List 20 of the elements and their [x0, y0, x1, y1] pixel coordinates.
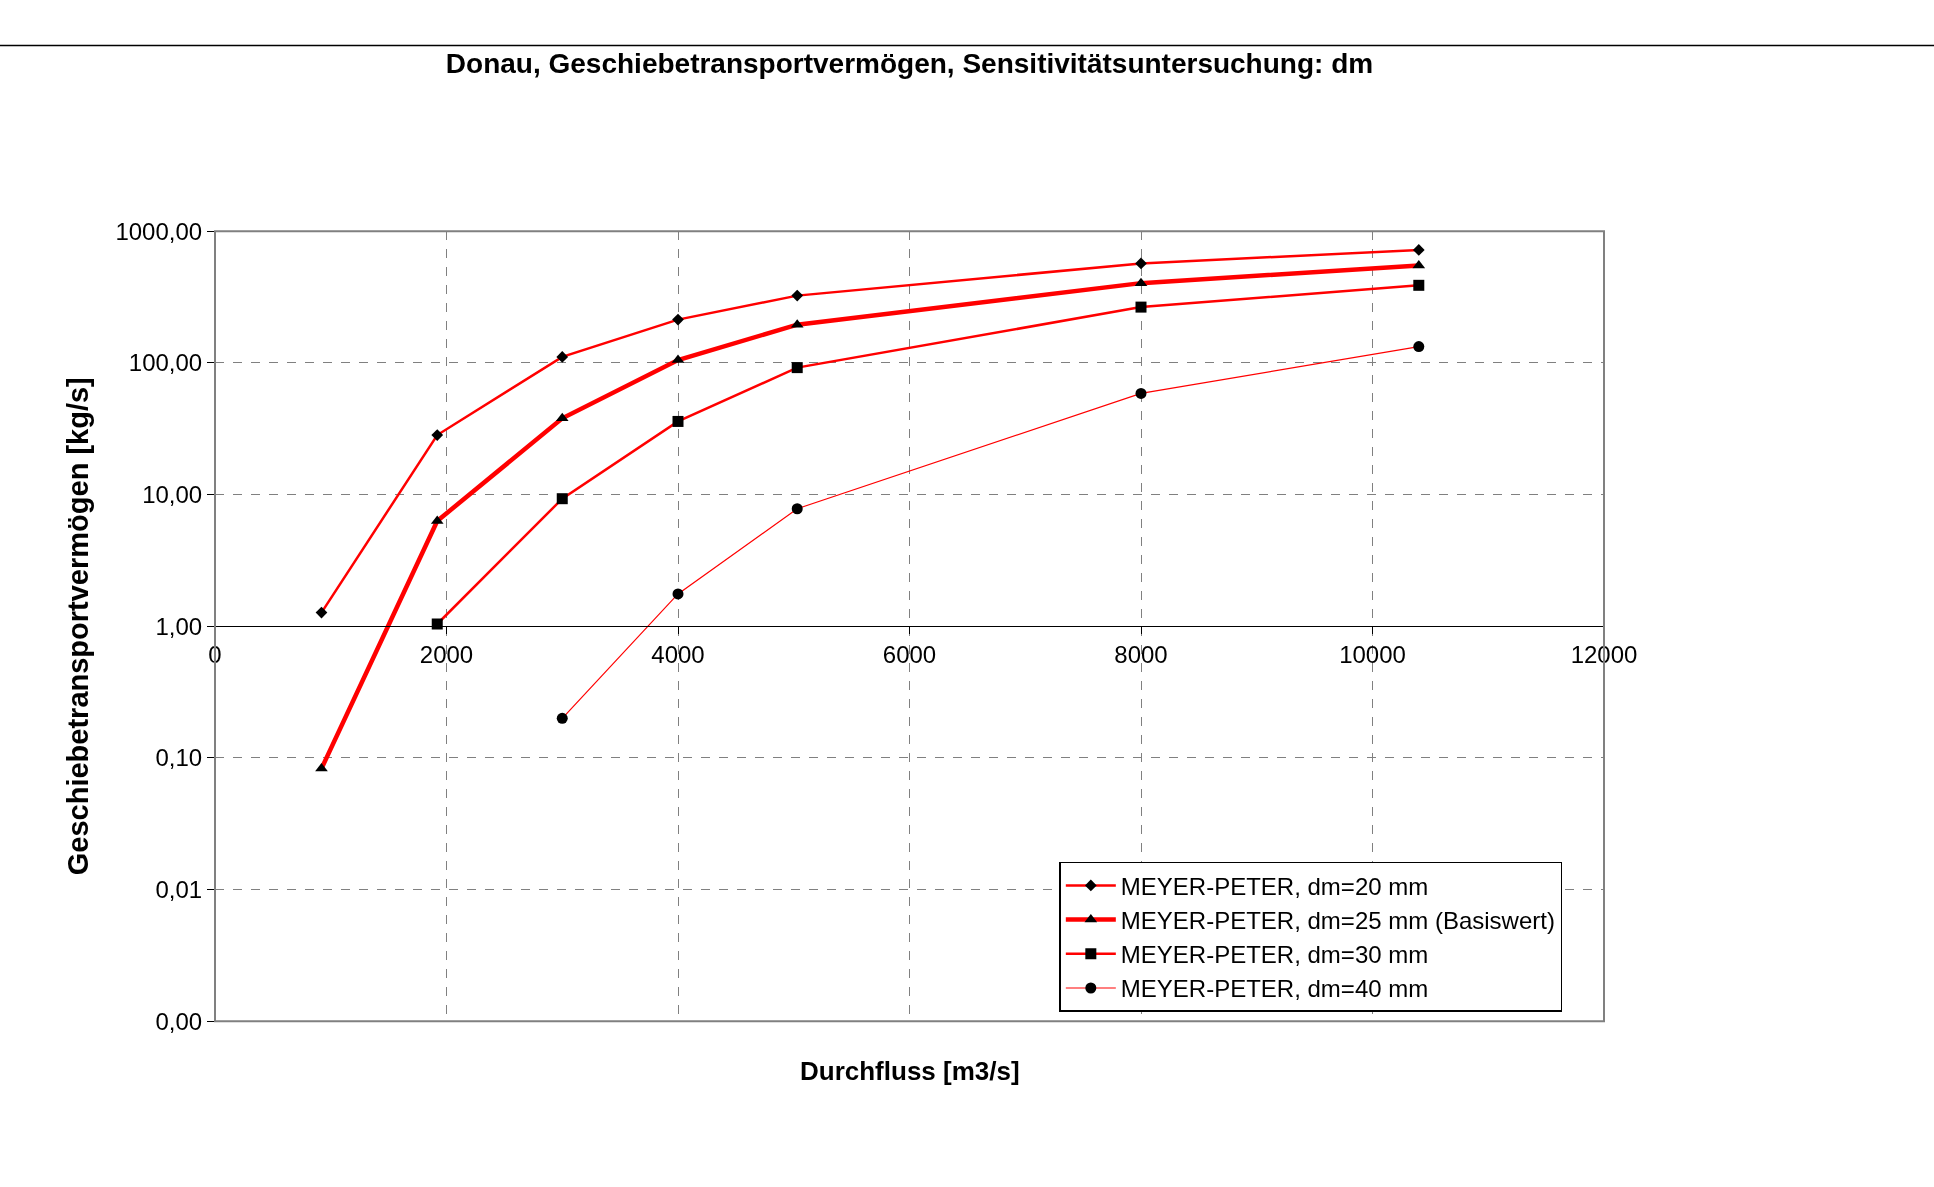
y-tick-label: 0,01	[155, 876, 203, 904]
x-tick-label: 8000	[1114, 641, 1168, 669]
legend-label: MEYER-PETER, dm=40 mm	[1120, 975, 1429, 1003]
x-tick-label: 6000	[882, 641, 937, 669]
y-tick-label: 10,00	[142, 480, 203, 508]
y-tick-label: 100,00	[128, 349, 203, 377]
y-tick-label: 0,10	[155, 744, 203, 772]
y-tick-label: 0,00	[155, 1007, 203, 1035]
x-tick-label: 2000	[419, 641, 474, 669]
y-tick-label: 1000,00	[115, 217, 203, 245]
chart-title: Donau, Geschiebetransportvermögen, Sensitivitätsuntersuchung: dm	[445, 48, 1374, 80]
legend-label: MEYER-PETER, dm=20 mm	[1120, 872, 1429, 900]
y-axis-title: Geschiebetransportvermögen [kg/s]	[61, 377, 94, 876]
x-tick-label: 12000	[1570, 641, 1638, 669]
x-axis-title: Durchfluss [m3/s]	[800, 1056, 1020, 1086]
legend-label: MEYER-PETER, dm=30 mm	[1120, 941, 1429, 969]
x-tick-label: 10000	[1339, 641, 1406, 669]
y-tick-label: 1,00	[155, 612, 203, 640]
legend-label: MEYER-PETER, dm=25 mm (Basiswert)	[1120, 906, 1555, 934]
x-tick-label: 4000	[651, 641, 705, 669]
